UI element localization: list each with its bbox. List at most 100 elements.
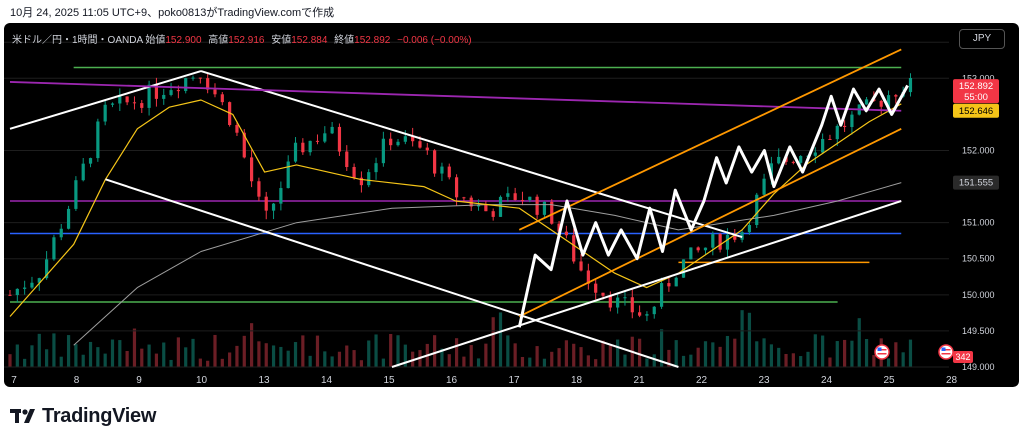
volume-tag-box (953, 351, 973, 363)
volume-bar (528, 357, 532, 367)
candle-body (315, 140, 320, 142)
volume-bar (184, 347, 188, 367)
volume-bar (703, 341, 708, 367)
close-value: 152.892 (354, 35, 391, 46)
volume-bar (535, 346, 539, 367)
candle-body (725, 234, 730, 250)
candle-body (286, 161, 290, 189)
volume-bar (162, 342, 166, 367)
volume-bar (550, 351, 554, 367)
volume-bar (564, 340, 568, 367)
candle-body (433, 150, 437, 174)
volume-bar (769, 344, 773, 367)
volume-bar (645, 358, 649, 367)
candle-body (198, 77, 202, 79)
candle-body (74, 180, 78, 209)
symbol-name: 米ドル／円・1時間・OANDA (12, 35, 143, 46)
volume-bar (498, 312, 503, 367)
candle-body (520, 199, 525, 201)
volume-bar (476, 358, 481, 367)
volume-bar (908, 339, 913, 367)
volume-bar (301, 335, 305, 367)
chart-frame[interactable]: 153.500153.000152.000151.000150.500150.0… (4, 23, 1019, 387)
candle-body (352, 167, 356, 178)
candle-body (132, 102, 137, 104)
ma-slow-tag-box (953, 175, 999, 190)
volume-bar (835, 341, 839, 367)
high-value: 152.916 (228, 35, 265, 46)
volume-bar (96, 347, 100, 367)
price-chart[interactable]: 153.500153.000152.000151.000150.500150.0… (4, 23, 1019, 387)
volume-bar (374, 334, 378, 367)
volume-bar (118, 340, 122, 367)
candle-body (476, 205, 481, 207)
grid-layer (4, 41, 949, 368)
candle-body (257, 181, 261, 197)
candle-body (769, 163, 773, 179)
candle-body (411, 136, 415, 142)
volume-bar (110, 339, 115, 367)
volume-bar (228, 352, 232, 367)
volume-bar (257, 341, 261, 367)
volume-bar (828, 357, 832, 367)
candle-body (191, 77, 195, 79)
trendline-orange (518, 128, 902, 318)
volume-bar (572, 343, 576, 367)
volume-bar (125, 350, 129, 367)
volume-bar (491, 317, 495, 367)
candle-body (140, 103, 144, 108)
volume-bar (323, 351, 327, 367)
volume-bar (813, 334, 817, 367)
candle-body (462, 197, 466, 199)
volume-bar (755, 341, 759, 367)
volume-bar (74, 344, 78, 367)
y-tick-label: 153.000 (962, 73, 995, 83)
volume-bar (484, 343, 488, 367)
x-tick-label: 16 (446, 375, 458, 386)
candle-body (777, 156, 781, 164)
chart-caption: 10月 24, 2025 11:05 UTC+9、poko0813がTradin… (10, 7, 335, 19)
volume-bar (15, 344, 19, 367)
open-label: 始値 (145, 35, 166, 46)
volume-bar (579, 347, 583, 367)
volume-bar (88, 341, 93, 367)
volume-bar (520, 356, 525, 367)
candle-body (740, 232, 744, 240)
candle-body (425, 147, 429, 151)
volume-bar (608, 345, 612, 367)
trendlines (9, 48, 902, 368)
volume-bar (147, 344, 151, 367)
volume-bar (140, 348, 144, 367)
trendline-purple (9, 81, 902, 112)
volume-bar (52, 333, 56, 367)
y-tick-label: 149.500 (962, 326, 995, 336)
candle-body (747, 224, 752, 233)
volume-bar (784, 353, 788, 367)
candle-body (367, 172, 371, 186)
x-tick-label: 28 (946, 375, 958, 386)
x-tick-label: 14 (321, 375, 333, 386)
volume-bar (506, 335, 510, 367)
candle-body (301, 142, 305, 153)
volume-bar (681, 355, 686, 367)
x-tick-label: 10 (196, 375, 208, 386)
volume-bar (733, 338, 737, 367)
currency-selector[interactable]: JPY (959, 29, 1005, 49)
change-value: −0.006 (−0.00%) (397, 35, 472, 46)
volume-bar (454, 338, 459, 367)
volume-bar (154, 353, 159, 367)
candle-body (572, 235, 576, 262)
volume-bar (286, 350, 290, 367)
candle-body (103, 104, 107, 122)
flag-canton (941, 347, 946, 351)
candle-body (528, 196, 532, 201)
candle-body (711, 234, 715, 248)
volume-bar (586, 355, 590, 367)
candle-body (154, 84, 159, 99)
candle-body (235, 124, 239, 133)
volume-bar (176, 337, 180, 367)
volume-bar (198, 358, 202, 367)
trendline-white (105, 178, 679, 368)
volume-bar (403, 344, 407, 367)
candle-body (630, 297, 634, 313)
